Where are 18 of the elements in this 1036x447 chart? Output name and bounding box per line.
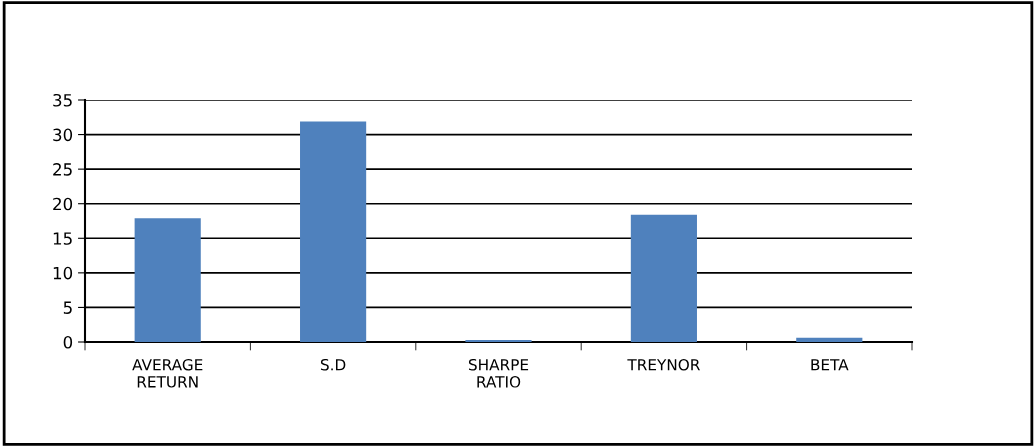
y-tick-label: 5 <box>63 301 72 314</box>
x-tick-label: SHARPE RATIO <box>468 358 529 388</box>
y-tick-label: 25 <box>53 163 72 176</box>
x-tick-label: AVERAGE RETURN <box>132 358 203 388</box>
x-tick-label: BETA <box>811 359 849 371</box>
x-tick-label: S.D <box>320 358 346 371</box>
y-tick-label: 0 <box>63 335 73 349</box>
y-tick-label: 15 <box>53 232 72 245</box>
bar <box>134 218 201 342</box>
bar <box>630 214 697 342</box>
bar <box>465 339 532 342</box>
bar <box>796 337 863 342</box>
y-tick-label: 35 <box>53 93 72 107</box>
y-tick-label: 30 <box>53 128 73 142</box>
x-tick-label: TREYNOR <box>627 358 700 371</box>
y-tick-label: 20 <box>53 197 73 211</box>
bar <box>300 121 367 342</box>
y-tick-label: 10 <box>53 266 73 280</box>
